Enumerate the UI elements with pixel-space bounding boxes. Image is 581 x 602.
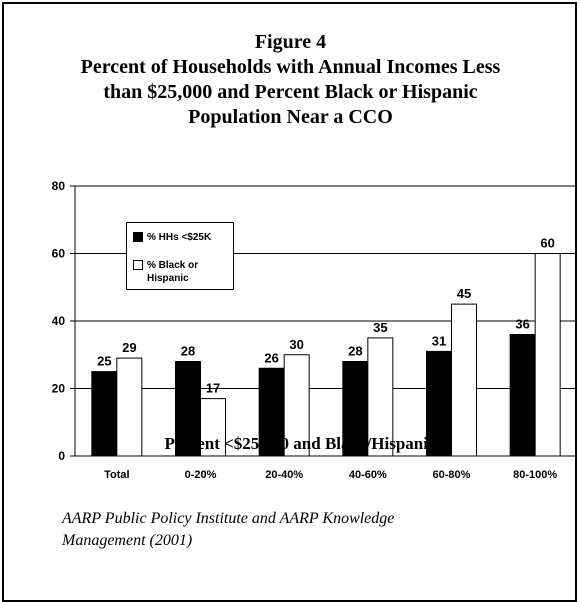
legend-item-hhs: % HHs <$25K bbox=[133, 231, 211, 244]
legend-swatch-black bbox=[133, 232, 143, 242]
bar-hhs bbox=[509, 334, 536, 457]
data-label: 30 bbox=[289, 337, 303, 352]
x-axis-label: Percent <$25,000 and Black/Hispanic bbox=[164, 434, 436, 453]
bar-black-hispanic bbox=[534, 253, 561, 457]
data-label: 28 bbox=[181, 344, 195, 359]
bar-hhs bbox=[426, 350, 452, 457]
x-category-label: 0-20% bbox=[185, 469, 217, 481]
legend-label-line-1: % Black or bbox=[147, 260, 199, 271]
y-tick-label: 60 bbox=[52, 247, 66, 261]
bar-black-hispanic bbox=[200, 398, 226, 457]
legend: % HHs <$25K % Black or Hispanic bbox=[126, 222, 234, 290]
legend-label-black-hispanic: % Black or Hispanic bbox=[147, 259, 198, 285]
y-axis-ticks: 0 20 40 60 80 bbox=[52, 179, 66, 463]
legend-item-black-hispanic: % Black or Hispanic bbox=[133, 259, 198, 285]
data-label: 45 bbox=[457, 286, 471, 301]
x-category-label: 80-100% bbox=[513, 469, 557, 481]
data-label: 29 bbox=[122, 340, 136, 355]
data-labels: 25 29 28 17 26 30 28 35 31 45 36 60 bbox=[97, 236, 555, 396]
x-category-label: 20-40% bbox=[265, 469, 303, 481]
title-line-2: Percent of Households with Annual Income… bbox=[80, 56, 501, 78]
x-category-label: Total bbox=[104, 469, 129, 481]
source-note: AARP Public Policy Institute and AARP Kn… bbox=[62, 508, 542, 552]
data-label: 31 bbox=[432, 333, 446, 348]
data-label: 28 bbox=[348, 344, 362, 359]
legend-label-hhs: % HHs <$25K bbox=[147, 232, 212, 243]
legend-label-line-2: Hispanic bbox=[147, 273, 189, 284]
title-line-3: than $25,000 and Percent Black or Hispan… bbox=[103, 81, 478, 103]
bar-hhs bbox=[91, 371, 118, 457]
source-line-2: Management (2001) bbox=[62, 532, 193, 549]
source-line-1: AARP Public Policy Institute and AARP Kn… bbox=[62, 510, 395, 527]
data-label: 35 bbox=[373, 320, 387, 335]
y-tick-label: 40 bbox=[52, 314, 66, 328]
bar-black-hispanic bbox=[367, 337, 394, 457]
x-category-label: 60-80% bbox=[433, 469, 471, 481]
data-label: 25 bbox=[97, 354, 111, 369]
data-label: 36 bbox=[515, 317, 529, 332]
bars bbox=[91, 253, 561, 457]
legend-swatch-white bbox=[133, 260, 143, 270]
bar-black-hispanic bbox=[116, 357, 143, 457]
y-tick-label: 0 bbox=[58, 449, 65, 463]
title-line-1: Figure 4 bbox=[254, 31, 327, 53]
bar-hhs bbox=[175, 361, 201, 457]
title-line-4: Population Near a CCO bbox=[188, 106, 393, 128]
data-label: 17 bbox=[206, 381, 220, 396]
data-label: 26 bbox=[264, 350, 278, 365]
bar-black-hispanic bbox=[283, 354, 310, 457]
y-tick-label: 80 bbox=[52, 179, 66, 193]
y-tick-label: 20 bbox=[52, 382, 66, 396]
bar-black-hispanic bbox=[451, 303, 477, 457]
x-category-label: 40-60% bbox=[349, 469, 387, 481]
x-axis-categories: Total 0-20% 20-40% 40-60% 60-80% 80-100% bbox=[104, 469, 557, 481]
data-label: 60 bbox=[540, 236, 554, 251]
chart-title: Figure 4 Percent of Households with Annu… bbox=[0, 30, 581, 130]
